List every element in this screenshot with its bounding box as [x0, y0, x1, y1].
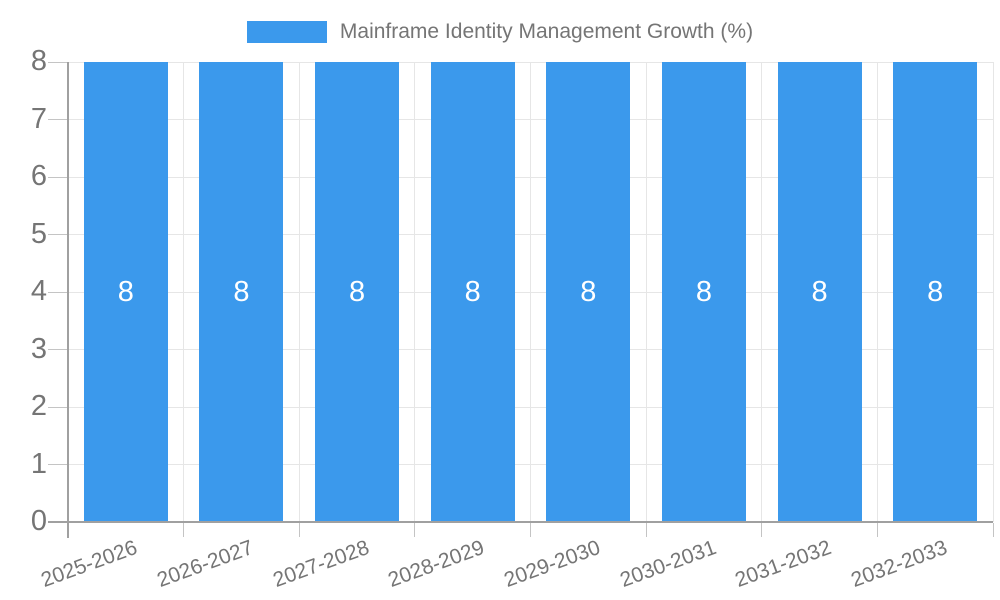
- v-gridline: [298, 62, 300, 522]
- x-tick-label: 2032-2033: [847, 536, 951, 592]
- x-tick-mark: [992, 523, 994, 537]
- y-tick-label: 8: [30, 44, 47, 77]
- y-tick-mark: [48, 349, 68, 350]
- x-tick-label: 2028-2029: [385, 536, 488, 592]
- y-tick-mark: [48, 464, 68, 465]
- x-tick-mark: [876, 523, 878, 537]
- v-gridline: [183, 62, 185, 522]
- bar-value-label: 8: [580, 275, 597, 308]
- y-tick-label: 0: [30, 504, 47, 537]
- bar[interactable]: 8: [661, 62, 746, 522]
- v-gridline: [530, 62, 531, 522]
- y-tick-mark: [48, 234, 68, 235]
- v-gridline: [992, 62, 994, 522]
- bar-value-label: 8: [695, 275, 712, 308]
- plot-area: 8 8 8 8 8 8 8 8: [68, 61, 994, 522]
- x-tick-mark: [183, 523, 185, 537]
- y-tick-mark: [48, 176, 68, 178]
- legend-swatch-icon: [246, 21, 327, 43]
- bar-value-label: 8: [117, 275, 134, 308]
- x-tick-mark: [298, 523, 300, 537]
- x-axis-line: [48, 521, 993, 523]
- v-gridline: [414, 62, 416, 522]
- x-tick-label: 2025-2026: [38, 536, 141, 592]
- bar-value-label: 8: [811, 275, 828, 308]
- x-tick-label: 2026-2027: [154, 536, 257, 592]
- y-tick-mark: [48, 291, 68, 293]
- v-gridline: [876, 62, 878, 522]
- y-tick-label: 7: [30, 102, 47, 135]
- bar[interactable]: 8: [430, 62, 515, 522]
- y-tick-mark: [48, 61, 68, 63]
- chart-legend[interactable]: Mainframe Identity Management Growth (%): [0, 18, 1000, 46]
- bar[interactable]: 8: [893, 62, 978, 522]
- x-tick-mark: [414, 523, 416, 537]
- bar-value-label: 8: [464, 275, 481, 308]
- legend-label: Mainframe Identity Management Growth (%): [339, 20, 754, 43]
- x-tick-label: 2027-2028: [269, 536, 372, 592]
- y-tick-label: 6: [30, 159, 47, 192]
- y-tick-label: 1: [30, 447, 47, 480]
- bar[interactable]: 8: [315, 62, 400, 522]
- x-tick-label: 2029-2030: [500, 536, 604, 592]
- x-tick-label: 2030-2031: [616, 536, 719, 592]
- bar-value-label: 8: [233, 275, 250, 308]
- bar[interactable]: 8: [777, 62, 862, 522]
- bar[interactable]: 8: [199, 62, 284, 522]
- v-gridline: [645, 62, 647, 522]
- y-axis-line: [67, 62, 69, 538]
- y-tick-label: 4: [30, 274, 47, 307]
- bar[interactable]: 8: [546, 62, 631, 522]
- bar[interactable]: 8: [83, 62, 168, 522]
- y-tick-mark: [48, 406, 68, 408]
- x-tick-mark: [530, 523, 531, 537]
- bar-value-label: 8: [927, 275, 944, 308]
- x-tick-mark: [761, 523, 763, 537]
- y-tick-label: 5: [30, 217, 47, 250]
- y-tick-label: 2: [30, 389, 47, 422]
- y-tick-mark: [48, 119, 68, 120]
- y-tick-label: 3: [30, 332, 47, 365]
- x-tick-mark: [645, 523, 647, 537]
- x-tick-label: 2031-2032: [732, 536, 835, 592]
- v-gridline: [761, 62, 763, 522]
- bar-value-label: 8: [348, 275, 366, 308]
